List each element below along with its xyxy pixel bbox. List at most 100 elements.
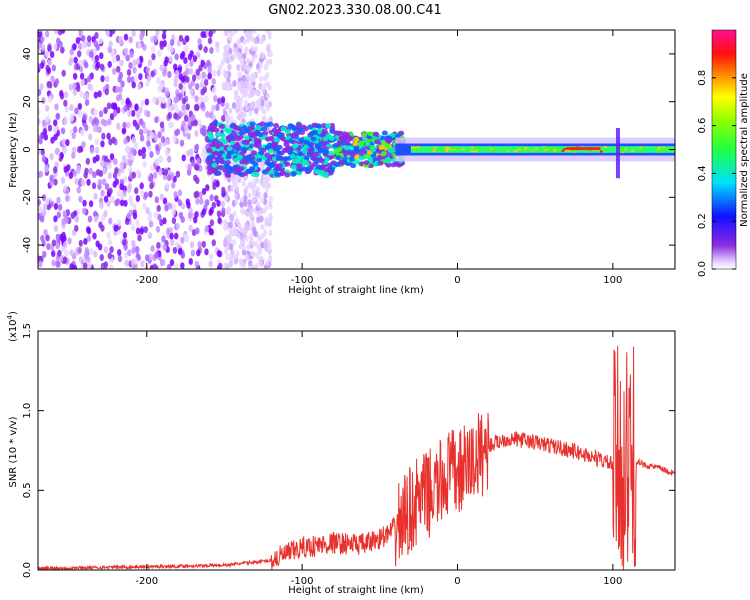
heat-cell: [62, 147, 68, 155]
heat-cell: [247, 156, 254, 162]
heat-cell: [255, 186, 260, 193]
heat-cell: [251, 266, 256, 269]
heat-cell: [524, 147, 528, 150]
heat-cell: [53, 30, 59, 35]
heat-cell: [213, 127, 220, 133]
heat-cell: [49, 152, 54, 160]
heat-cell: [487, 147, 491, 150]
heat-cell: [235, 136, 242, 142]
heat-cell: [267, 121, 274, 127]
heat-cell: [81, 35, 86, 43]
heat-cell: [241, 85, 246, 92]
heat-cell: [473, 147, 477, 150]
heat-cell: [235, 104, 240, 111]
heat-cell: [201, 240, 206, 248]
heat-cell: [93, 40, 98, 48]
heat-cell: [273, 123, 280, 129]
heat-cell: [260, 165, 265, 172]
heat-cell: [120, 166, 125, 174]
heat-cell: [492, 150, 496, 153]
heat-cell: [150, 70, 155, 78]
heat-cell: [115, 94, 121, 102]
heat-cell: [287, 123, 294, 129]
heat-cell: [137, 42, 142, 50]
heat-cell: [248, 260, 253, 268]
heat-cell: [78, 59, 84, 67]
heat-cell: [322, 136, 329, 142]
heat-cell: [144, 98, 150, 106]
heat-cell: [216, 69, 221, 77]
heat-cell: [99, 52, 104, 60]
heat-cell: [106, 132, 111, 140]
heat-cell: [72, 126, 78, 134]
heat-cell: [263, 229, 268, 236]
heat-cell: [135, 195, 141, 203]
heat-cell: [205, 184, 210, 192]
heat-cell: [232, 79, 237, 87]
heat-cell: [45, 115, 50, 123]
heat-cell: [87, 215, 93, 223]
heat-cell: [135, 123, 140, 131]
heat-cell: [195, 197, 200, 205]
heat-cell: [249, 212, 254, 219]
heat-cell: [206, 147, 213, 153]
heat-cell: [136, 111, 141, 119]
heat-cell: [657, 149, 661, 152]
heat-cell: [82, 113, 87, 121]
x-tick-label: -200: [135, 275, 158, 286]
heat-cell: [640, 148, 644, 151]
heat-cell: [83, 237, 88, 245]
heat-cell: [126, 121, 131, 129]
heat-cell: [230, 185, 235, 192]
heat-cell: [162, 30, 167, 34]
heat-cell: [358, 155, 365, 161]
heat-cell: [639, 146, 643, 149]
heat-cell: [610, 147, 614, 150]
heat-cell: [94, 138, 100, 146]
heat-cell: [288, 138, 295, 144]
heat-cell: [108, 40, 113, 48]
heat-cell: [332, 143, 339, 149]
heat-cell: [209, 194, 214, 202]
heat-cell: [208, 134, 215, 140]
heat-cell: [150, 245, 155, 253]
heat-cell: [470, 146, 474, 149]
heat-cell: [40, 148, 45, 156]
heat-cell: [153, 134, 158, 142]
heat-cell: [264, 30, 269, 34]
heat-cell: [266, 50, 271, 57]
heat-cell: [198, 191, 203, 199]
heat-cell: [246, 65, 251, 72]
heat-cell: [217, 217, 222, 225]
heat-cell: [119, 59, 124, 67]
heat-cell: [157, 131, 162, 139]
heat-cell: [92, 250, 98, 258]
heat-cell: [258, 62, 263, 69]
heat-cell: [122, 176, 128, 184]
heat-cell: [273, 137, 280, 143]
heat-cell: [247, 92, 252, 99]
heat-cell: [151, 53, 156, 61]
heat-cell: [174, 129, 179, 137]
heat-cell: [135, 246, 140, 254]
heat-cell: [131, 136, 136, 144]
heat-cell: [302, 126, 309, 132]
heat-cell: [193, 119, 198, 127]
heat-cell: [453, 146, 457, 149]
heat-cell: [154, 144, 160, 152]
heat-cell: [514, 146, 518, 149]
heat-cell: [208, 260, 213, 268]
heat-cell: [561, 149, 565, 152]
heat-cell: [194, 129, 199, 137]
heat-cell: [238, 257, 243, 264]
heat-cell: [501, 148, 505, 151]
bottom-plot-frame: [37, 330, 676, 571]
heat-cell: [321, 128, 328, 134]
heat-cell: [120, 98, 125, 106]
heat-cell: [216, 250, 222, 258]
heat-cell: [367, 131, 374, 137]
heat-cell: [361, 149, 368, 155]
heat-cell: [190, 249, 196, 257]
heat-cell: [180, 75, 185, 83]
heat-cell: [95, 154, 100, 162]
